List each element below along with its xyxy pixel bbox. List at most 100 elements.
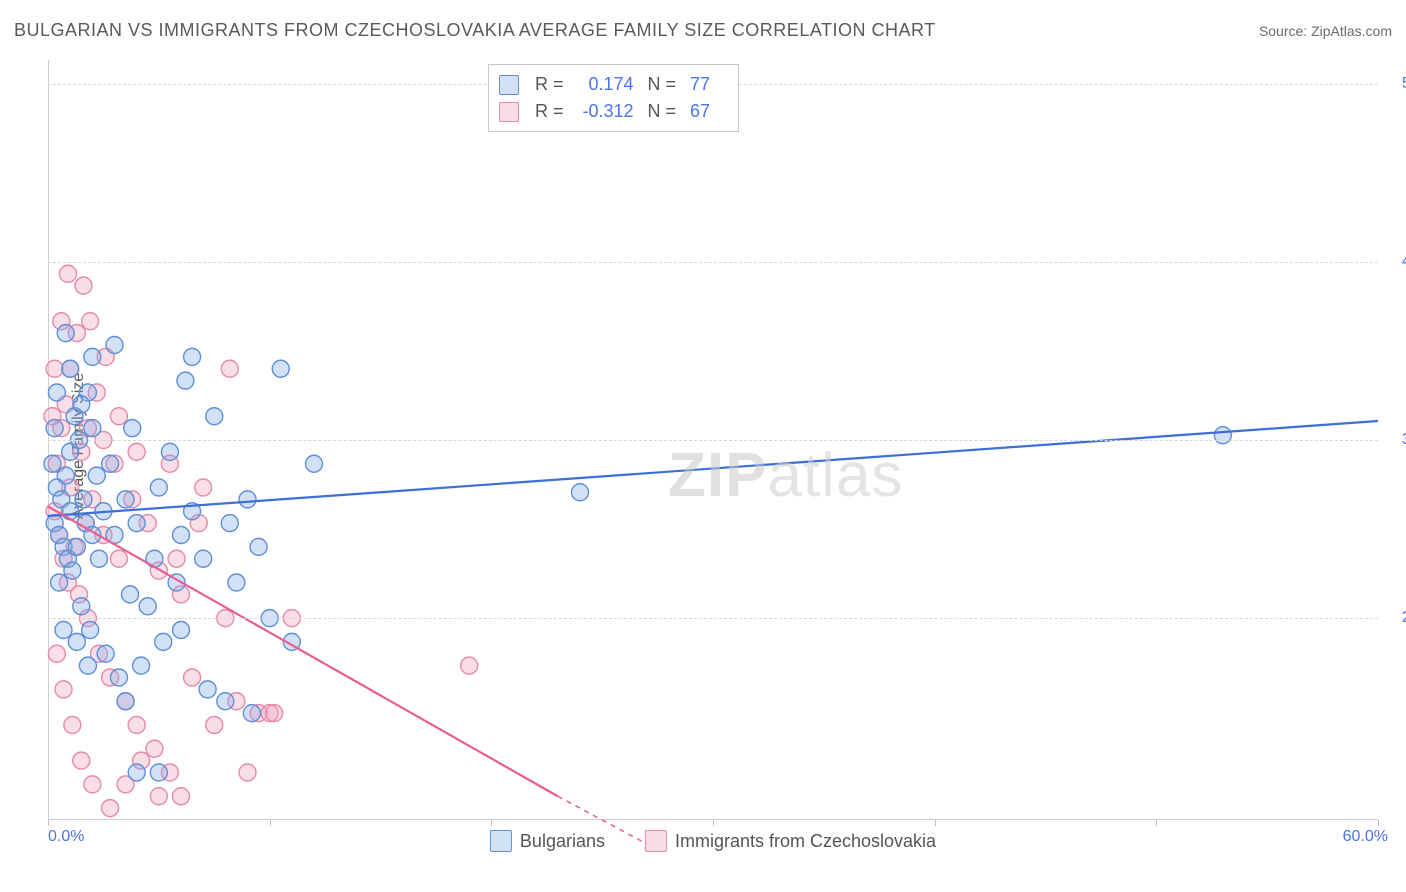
data-point (206, 408, 223, 425)
source-label: Source: ZipAtlas.com (1259, 23, 1392, 39)
regression-line (48, 421, 1378, 516)
data-point (206, 717, 223, 734)
data-point (102, 455, 119, 472)
data-point (75, 491, 92, 508)
data-point (82, 313, 99, 330)
n-label: N = (648, 71, 677, 98)
data-point (62, 360, 79, 377)
data-point (173, 788, 190, 805)
regression-line (48, 507, 558, 797)
data-point (155, 633, 172, 650)
data-point (90, 550, 107, 567)
data-point (139, 598, 156, 615)
x-tick (1156, 820, 1157, 826)
data-point (102, 800, 119, 817)
data-point (64, 562, 81, 579)
title-bar: BULGARIAN VS IMMIGRANTS FROM CZECHOSLOVA… (14, 20, 1392, 41)
data-point (150, 479, 167, 496)
data-point (461, 657, 478, 674)
data-point (110, 669, 127, 686)
data-point (68, 633, 85, 650)
r-value: -0.312 (578, 98, 634, 125)
data-point (59, 265, 76, 282)
data-point (73, 752, 90, 769)
data-point (128, 717, 145, 734)
legend-item: Immigrants from Czechoslovakia (645, 830, 936, 852)
data-point (1214, 427, 1231, 444)
data-point (128, 764, 145, 781)
data-point (228, 574, 245, 591)
chart-legend: Bulgarians Immigrants from Czechoslovakia (490, 830, 936, 852)
x-tick-label: 0.0% (48, 828, 84, 846)
data-point (306, 455, 323, 472)
legend-label: Bulgarians (520, 831, 605, 852)
data-point (46, 420, 63, 437)
data-point (177, 372, 194, 389)
data-point (124, 420, 141, 437)
data-point (68, 538, 85, 555)
data-point (57, 325, 74, 342)
data-point (195, 550, 212, 567)
data-point (250, 538, 267, 555)
r-label: R = (535, 98, 564, 125)
data-point (117, 491, 134, 508)
legend-item: Bulgarians (490, 830, 605, 852)
data-point (572, 484, 589, 501)
correlation-box: R = 0.174 N = 77R = -0.312 N = 67 (488, 64, 739, 132)
legend-swatch (645, 830, 667, 852)
data-point (73, 396, 90, 413)
x-tick (713, 820, 714, 826)
n-value: 77 (690, 71, 720, 98)
data-point (84, 420, 101, 437)
r-label: R = (535, 71, 564, 98)
data-point (73, 598, 90, 615)
data-point (173, 622, 190, 639)
y-tick-label: 5.00 (1402, 75, 1406, 93)
data-point (117, 693, 134, 710)
gridline (48, 440, 1378, 441)
data-point (128, 443, 145, 460)
data-point (46, 360, 63, 377)
data-point (146, 740, 163, 757)
x-tick (270, 820, 271, 826)
series-swatch (499, 75, 519, 95)
data-point (44, 455, 61, 472)
legend-swatch (490, 830, 512, 852)
x-tick (48, 820, 49, 826)
y-tick-label: 2.75 (1402, 609, 1406, 627)
n-value: 67 (690, 98, 720, 125)
data-point (168, 550, 185, 567)
y-tick-label: 3.50 (1402, 431, 1406, 449)
x-tick-label: 60.0% (1343, 828, 1388, 846)
data-point (48, 384, 65, 401)
data-point (266, 705, 283, 722)
data-point (272, 360, 289, 377)
data-point (184, 348, 201, 365)
legend-label: Immigrants from Czechoslovakia (675, 831, 936, 852)
data-point (110, 550, 127, 567)
r-value: 0.174 (578, 71, 634, 98)
x-tick (1378, 820, 1379, 826)
page-title: BULGARIAN VS IMMIGRANTS FROM CZECHOSLOVA… (14, 20, 936, 41)
data-point (122, 586, 139, 603)
data-point (79, 657, 96, 674)
data-point (199, 681, 216, 698)
data-point (84, 776, 101, 793)
correlation-row: R = 0.174 N = 77 (499, 71, 720, 98)
data-point (84, 348, 101, 365)
x-tick (935, 820, 936, 826)
data-point (55, 681, 72, 698)
data-point (150, 788, 167, 805)
data-point (51, 574, 68, 591)
data-point (239, 764, 256, 781)
series-swatch (499, 102, 519, 122)
data-point (82, 622, 99, 639)
data-point (184, 669, 201, 686)
data-point (88, 467, 105, 484)
data-point (55, 622, 72, 639)
data-point (75, 277, 92, 294)
data-point (195, 479, 212, 496)
data-point (48, 645, 65, 662)
x-tick (491, 820, 492, 826)
plot-region: ZIPatlas 5.004.253.502.750.0%60.0% (48, 60, 1378, 820)
